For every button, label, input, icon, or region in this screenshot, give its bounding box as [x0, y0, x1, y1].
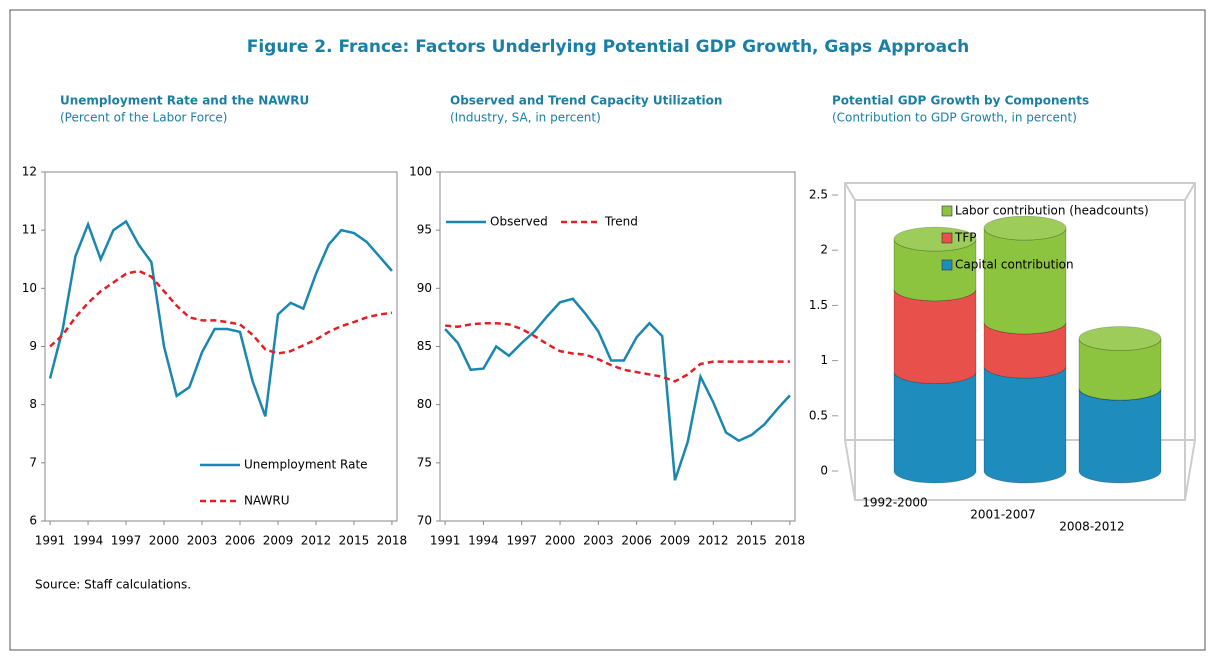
- panel-title: Observed and Trend Capacity Utilization: [450, 94, 722, 108]
- legend-label: TFP: [954, 231, 976, 245]
- y-tick-label: 9: [29, 339, 37, 353]
- y-tick-label: 80: [417, 397, 432, 411]
- x-tick-label: 1997: [111, 534, 142, 548]
- x-tick-label: 2018: [775, 534, 806, 548]
- panel-subtitle: (Percent of the Labor Force): [60, 111, 227, 125]
- legend-label: Capital contribution: [955, 258, 1074, 272]
- cylinder-top: [983, 215, 1067, 241]
- legend-swatch: [941, 205, 953, 217]
- y-tick-label: 12: [22, 165, 37, 179]
- figure-title: Figure 2. France: Factors Underlying Pot…: [247, 37, 970, 57]
- x-tick-label: 2009: [660, 534, 691, 548]
- x-tick-label: 1992-2000: [862, 496, 927, 510]
- series-line: [444, 321, 790, 383]
- series-line: [49, 269, 393, 355]
- front-frame: [854, 199, 1186, 501]
- cylinder-segment: [983, 366, 1067, 484]
- legend-label: Trend: [604, 215, 638, 229]
- y-tick-label: 75: [417, 455, 432, 469]
- x-tick-label: 1997: [506, 534, 537, 548]
- series-line: [444, 297, 791, 481]
- y-tick-label: 90: [417, 281, 432, 295]
- figure-border: [9, 9, 1206, 651]
- cylinder-segment: [983, 228, 1067, 335]
- y-tick-label: 85: [417, 339, 432, 353]
- x-tick-label: 2003: [583, 534, 614, 548]
- y-tick-label: 1.5: [809, 298, 828, 312]
- x-tick-label: 2012: [301, 534, 332, 548]
- x-tick-label: 2018: [377, 534, 408, 548]
- panel-title: Potential GDP Growth by Components: [832, 94, 1089, 108]
- x-tick-label: 1991: [430, 534, 461, 548]
- frame-edge: [844, 439, 856, 501]
- y-tick-label: 2: [820, 243, 828, 257]
- x-tick-label: 2006: [225, 534, 256, 548]
- source-note: Source: Staff calculations.: [35, 578, 191, 592]
- x-tick-label: 2015: [736, 534, 767, 548]
- panel-subtitle: (Industry, SA, in percent): [450, 111, 601, 125]
- y-tick-label: 0.5: [809, 408, 828, 422]
- legend-label: NAWRU: [244, 494, 290, 508]
- x-tick-label: 2006: [621, 534, 652, 548]
- y-tick-label: 2.5: [809, 188, 828, 202]
- cylinder-segment: [893, 288, 977, 385]
- y-tick-label: 0: [820, 464, 828, 478]
- x-tick-label: 1994: [73, 534, 104, 548]
- legend-label: Observed: [490, 215, 548, 229]
- x-tick-label: 2008-2012: [1059, 520, 1124, 534]
- cylinder-top: [1078, 326, 1162, 351]
- cylinder-segment: [893, 371, 977, 484]
- x-tick-label: 1994: [468, 534, 499, 548]
- x-tick-label: 2000: [149, 534, 180, 548]
- frame-edge: [844, 182, 856, 201]
- legend-label: Labor contribution (headcounts): [955, 204, 1149, 218]
- y-tick-label: 95: [417, 223, 432, 237]
- legend-swatch: [941, 259, 953, 271]
- y-tick-label: 7: [29, 455, 37, 469]
- x-tick-label: 2003: [187, 534, 218, 548]
- x-tick-label: 2000: [545, 534, 576, 548]
- panel-title: Unemployment Rate and the NAWRU: [60, 94, 309, 108]
- legend-label: Unemployment Rate: [244, 458, 368, 472]
- x-tick-label: 1991: [35, 534, 66, 548]
- panel-subtitle: (Contribution to GDP Growth, in percent): [832, 111, 1077, 125]
- cylinder-top: [893, 226, 977, 252]
- series-line: [48, 219, 393, 417]
- frame-edge: [1184, 439, 1196, 501]
- x-tick-label: 2012: [698, 534, 729, 548]
- y-tick-label: 8: [29, 397, 37, 411]
- legend-swatch: [941, 232, 953, 244]
- x-tick-label: 2009: [263, 534, 294, 548]
- y-tick-label: 11: [22, 223, 37, 237]
- x-tick-label: 2015: [339, 534, 370, 548]
- y-tick-label: 1: [820, 353, 828, 367]
- y-tick-label: 70: [417, 514, 432, 528]
- x-tick-label: 2001-2007: [970, 508, 1035, 522]
- y-tick-label: 10: [22, 281, 37, 295]
- y-tick-label: 6: [29, 514, 37, 528]
- frame-edge: [1184, 182, 1196, 201]
- y-tick-label: 100: [409, 165, 432, 179]
- cylinder-segment: [1078, 388, 1162, 484]
